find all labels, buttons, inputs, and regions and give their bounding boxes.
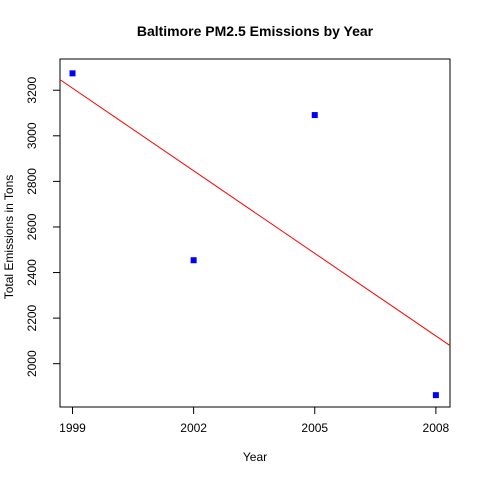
x-tick-label: 2002	[180, 421, 207, 435]
y-tick-label: 2600	[25, 213, 39, 240]
chart-title: Baltimore PM2.5 Emissions by Year	[137, 23, 374, 39]
y-tick-label: 2000	[25, 350, 39, 377]
y-tick-label: 3200	[25, 77, 39, 104]
y-axis-label: Total Emissions in Tons	[2, 175, 16, 300]
x-tick-label: 1999	[59, 421, 86, 435]
data-point	[190, 257, 197, 264]
y-tick-label: 3000	[25, 122, 39, 149]
x-axis: 1999 2002 2005 2008	[59, 407, 450, 435]
data-point	[69, 70, 76, 77]
data-point	[432, 392, 439, 399]
y-tick-label: 2200	[25, 304, 39, 331]
points-layer	[69, 70, 439, 399]
x-axis-label: Year	[243, 450, 267, 464]
x-tick-label: 2005	[301, 421, 328, 435]
trendline	[59, 79, 451, 346]
trendline-layer	[59, 79, 451, 346]
plot-frame	[59, 58, 451, 408]
y-tick-label: 2400	[25, 259, 39, 286]
y-tick-label: 2800	[25, 168, 39, 195]
data-point	[311, 112, 318, 119]
y-axis: 2000 2200 2400 2600 2800 3000 3200	[25, 77, 60, 377]
x-tick-label: 2008	[423, 421, 450, 435]
